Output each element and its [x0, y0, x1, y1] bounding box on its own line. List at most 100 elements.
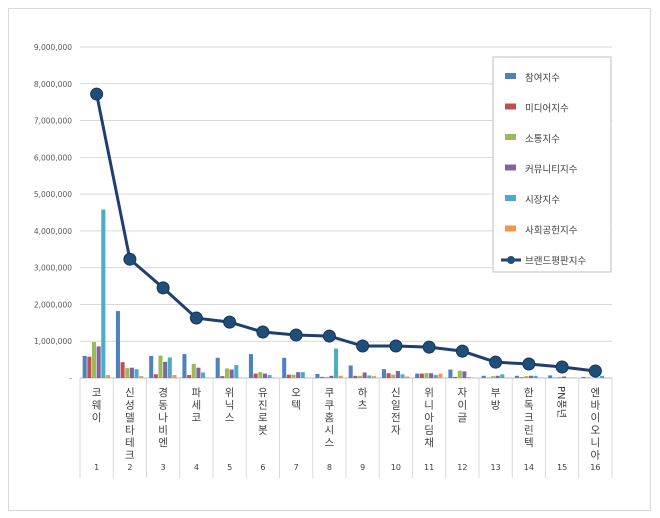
- bar-소통지수: [258, 372, 263, 378]
- bar-시장지수: [234, 365, 239, 378]
- bar-커뮤니티지수: [96, 346, 101, 378]
- legend-swatch: [505, 134, 516, 140]
- legend-marker: [507, 256, 515, 264]
- bar-시장지수: [500, 374, 505, 378]
- bar-소통지수: [91, 341, 97, 378]
- rank-label: 16: [590, 463, 600, 472]
- bar-참여지수: [182, 354, 187, 378]
- legend-label: 커뮤니티지수: [525, 165, 578, 176]
- rank-label: 2: [127, 463, 132, 472]
- legend-swatch: [505, 164, 516, 171]
- bar-커뮤니티지수: [395, 371, 400, 378]
- bar-커뮤니티지수: [163, 361, 168, 378]
- bar-미디어지수: [120, 362, 125, 378]
- bar-미디어지수: [386, 373, 391, 378]
- bar-소통지수: [125, 368, 130, 378]
- bar-커뮤니티지수: [229, 369, 234, 378]
- legend-label: 사회공헌지수: [525, 226, 578, 237]
- legend-label: 미디어지수: [525, 104, 569, 115]
- bar-소통지수: [457, 370, 462, 378]
- rank-label: 4: [194, 463, 199, 472]
- legend-swatch: [505, 225, 516, 232]
- line-point: [156, 281, 170, 295]
- bar-참여지수: [415, 373, 420, 378]
- y-tick-label: 1,000,000: [34, 337, 72, 346]
- y-tick-label: 8,000,000: [34, 80, 72, 89]
- bar-미디어지수: [453, 376, 458, 378]
- bar-참여지수: [215, 357, 220, 378]
- y-tick-label: 9,000,000: [34, 43, 72, 52]
- bar-시장지수: [367, 375, 372, 378]
- line-point: [123, 252, 137, 266]
- line-point: [189, 311, 203, 325]
- bar-사회공헌지수: [438, 373, 443, 378]
- line-point: [356, 339, 370, 353]
- line-point: [289, 328, 303, 342]
- bar-참여지수: [514, 375, 519, 378]
- bar-커뮤니티지수: [196, 367, 201, 378]
- bar-시장지수: [101, 209, 106, 378]
- legend-label: 참여지수: [525, 72, 560, 84]
- bar-커뮤니티지수: [562, 376, 567, 378]
- line-point: [555, 360, 569, 374]
- bar-시장지수: [300, 372, 305, 378]
- bar-소통지수: [490, 376, 496, 378]
- line-point: [588, 364, 602, 378]
- bar-커뮤니티지수: [262, 373, 267, 378]
- bar-미디어지수: [519, 377, 524, 378]
- bar-참여지수: [149, 355, 154, 378]
- bar-미디어지수: [220, 376, 225, 378]
- bar-커뮤니티지수: [429, 373, 434, 378]
- legend-label: 시장지수: [525, 195, 560, 206]
- line-point: [522, 357, 536, 371]
- bar-커뮤니티지수: [129, 367, 134, 378]
- line-point: [489, 355, 503, 369]
- line-point: [256, 325, 270, 339]
- bar-커뮤니티지수: [296, 372, 301, 378]
- bar-참여지수: [348, 365, 353, 378]
- line-point: [389, 339, 403, 353]
- rank-label: 10: [391, 463, 401, 472]
- bar-사회공헌지수: [405, 376, 410, 378]
- line-point: [322, 329, 336, 343]
- rank-label: 15: [557, 463, 567, 472]
- line-point: [455, 344, 469, 358]
- rank-label: 13: [491, 463, 501, 472]
- rank-label: 5: [227, 463, 232, 472]
- rank-label: 3: [161, 463, 166, 472]
- bar-참여지수: [315, 373, 320, 378]
- bar-시장지수: [600, 375, 605, 378]
- bar-시장지수: [201, 372, 206, 378]
- legend-swatch: [505, 103, 516, 110]
- bar-소통지수: [224, 368, 230, 378]
- bar-시장지수: [433, 375, 438, 378]
- bar-소통지수: [158, 355, 163, 378]
- chart-frame: [8, 8, 651, 511]
- line-브랜드평판지수: [95, 93, 596, 373]
- legend-swatch: [505, 73, 516, 79]
- bar-시장지수: [334, 348, 339, 378]
- rank-label: 7: [294, 463, 299, 472]
- bar-참여지수: [82, 355, 87, 378]
- bar-소통지수: [357, 375, 363, 378]
- rank-label: 14: [524, 463, 534, 472]
- bar-미디어지수: [87, 356, 92, 378]
- bar-미디어지수: [286, 374, 291, 378]
- line-point: [90, 87, 104, 101]
- y-tick-label: 6,000,000: [34, 153, 72, 162]
- category-label: PN풍년: [555, 386, 567, 418]
- y-tick-label: 7,000,000: [34, 117, 72, 126]
- bar-소통지수: [524, 376, 529, 378]
- bar-소통지수: [291, 374, 296, 378]
- bar-사회공헌지수: [105, 375, 110, 378]
